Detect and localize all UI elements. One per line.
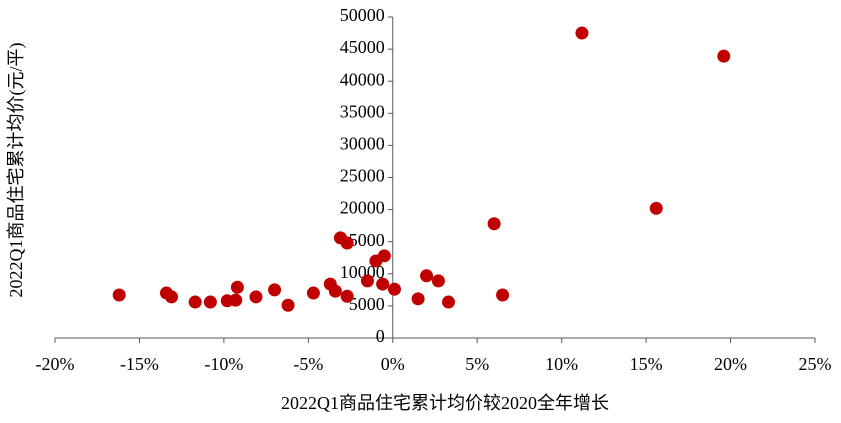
- y-tick-label: 25000: [340, 166, 385, 186]
- x-tick-label: 20%: [714, 354, 747, 374]
- point: [717, 49, 731, 63]
- x-tick-label: 5%: [465, 354, 489, 374]
- x-tick-label: 25%: [799, 354, 832, 374]
- x-tick-label: -15%: [120, 354, 159, 374]
- x-tick-label: -10%: [204, 354, 243, 374]
- point: [328, 284, 342, 298]
- point: [376, 277, 390, 291]
- x-tick-label: 10%: [545, 354, 578, 374]
- point: [377, 249, 391, 263]
- y-tick-label: 35000: [340, 101, 385, 121]
- y-tick-label: 40000: [340, 69, 385, 89]
- point: [431, 274, 445, 288]
- point: [387, 282, 401, 296]
- point: [268, 283, 282, 297]
- y-tick-label: 45000: [340, 37, 385, 57]
- y-tick-label: 30000: [340, 134, 385, 154]
- point: [442, 295, 456, 309]
- point: [496, 288, 510, 302]
- point: [165, 290, 179, 304]
- point: [575, 26, 589, 40]
- point: [112, 288, 126, 302]
- point: [230, 280, 244, 294]
- point: [229, 293, 243, 307]
- point: [203, 295, 217, 309]
- y-tick-label: 0: [376, 326, 385, 346]
- y-axis-label: 2022Q1商品住宅累计均价(元/平): [6, 43, 27, 298]
- point: [306, 286, 320, 300]
- point: [420, 269, 434, 283]
- x-axis-label: 2022Q1商品住宅累计均价较2020全年增长: [281, 393, 609, 413]
- point: [188, 295, 202, 309]
- point: [360, 274, 374, 288]
- x-tick-label: 15%: [630, 354, 663, 374]
- point: [249, 290, 263, 304]
- y-tick-label: 50000: [340, 5, 385, 25]
- x-tick-label: 0%: [381, 354, 405, 374]
- point: [487, 217, 501, 231]
- y-tick-label: 20000: [340, 198, 385, 218]
- x-tick-label: -5%: [293, 354, 323, 374]
- point: [649, 201, 663, 215]
- x-tick-label: -20%: [36, 354, 75, 374]
- point: [411, 292, 425, 306]
- point: [340, 289, 354, 303]
- point: [281, 298, 295, 312]
- y-tick-label: 5000: [349, 294, 385, 314]
- point: [340, 236, 354, 250]
